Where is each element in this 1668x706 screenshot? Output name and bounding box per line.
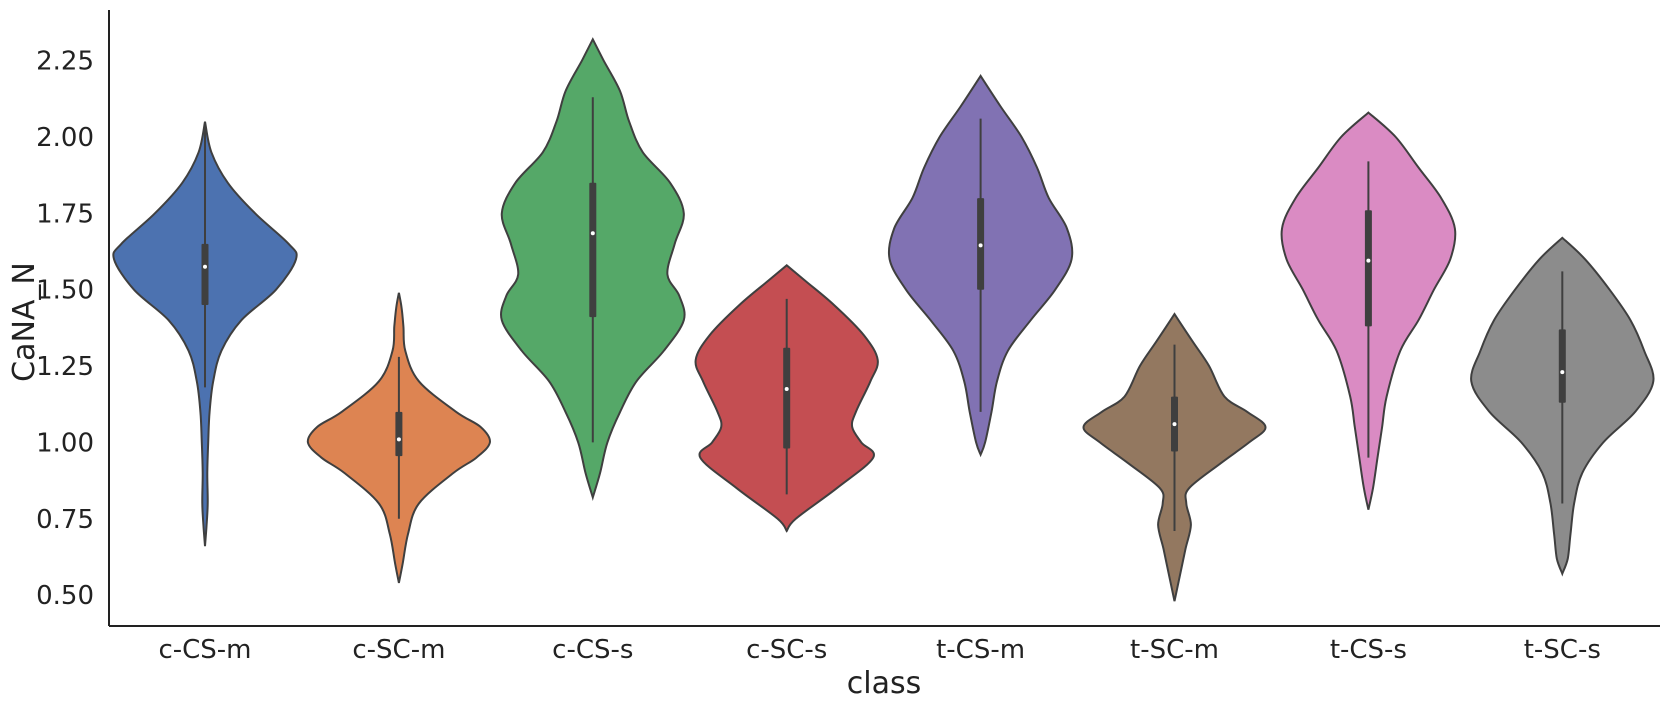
violin-median-point (978, 243, 983, 248)
violin-c-SC-m (306, 292, 491, 584)
x-tick-label: t-SC-s (1524, 635, 1601, 665)
y-tick-label: 1.50 (36, 276, 94, 306)
y-tick-label: 2.25 (36, 47, 94, 77)
violin-median-point (784, 386, 789, 391)
y-tick-label: 1.75 (36, 199, 94, 229)
violin-median-point (590, 231, 595, 236)
violin-median-point (1560, 370, 1565, 375)
violin-median-point (203, 264, 207, 269)
violin-t-CS-m (887, 74, 1074, 458)
x-tick-label: t-CS-m (936, 635, 1025, 665)
x-axis-title: class (847, 666, 921, 701)
violin-iqr-box (395, 411, 403, 457)
violin-median-point (1366, 258, 1371, 263)
x-tick-label: c-CS-s (552, 635, 633, 665)
violin-t-SC-m (1082, 312, 1267, 602)
y-tick-label: 2.00 (36, 123, 94, 153)
violin-c-CS-m (112, 121, 298, 547)
axes (108, 10, 1660, 627)
violin-series (112, 37, 1655, 602)
x-tick-label: t-SC-m (1130, 635, 1219, 665)
x-tick-label: t-CS-s (1330, 635, 1407, 665)
x-tick-label: c-CS-m (158, 635, 251, 665)
y-axis-title: CaNA_N (7, 262, 42, 382)
violin-t-CS-s (1280, 111, 1457, 510)
violin-median-point (1172, 422, 1177, 427)
y-tick-label: 0.75 (36, 505, 94, 535)
violin-iqr-box (201, 243, 209, 305)
violin-c-CS-s (500, 37, 686, 501)
x-tick-label: c-SC-m (352, 635, 445, 665)
x-tick-labels: c-CS-m c-SC-m c-CS-s c-SC-s t-CS-m t-SC-m t-CS… (158, 635, 1600, 665)
violin-iqr-box (1558, 329, 1566, 403)
violin-iqr-box (1364, 210, 1372, 327)
x-tick-label: c-SC-s (746, 635, 827, 665)
violin-iqr-box (589, 182, 597, 318)
violin-t-SC-s (1470, 236, 1655, 577)
y-tick-label: 1.00 (36, 428, 94, 458)
violin-c-SC-s (694, 263, 879, 533)
violin-iqr-box (783, 347, 791, 449)
violin-median-point (396, 437, 401, 442)
y-tick-label: 1.25 (36, 352, 94, 382)
y-tick-label: 0.50 (36, 581, 94, 611)
y-tick-labels: 0.50 0.75 1.00 1.25 1.50 1.75 2.00 2.25 (36, 47, 94, 611)
